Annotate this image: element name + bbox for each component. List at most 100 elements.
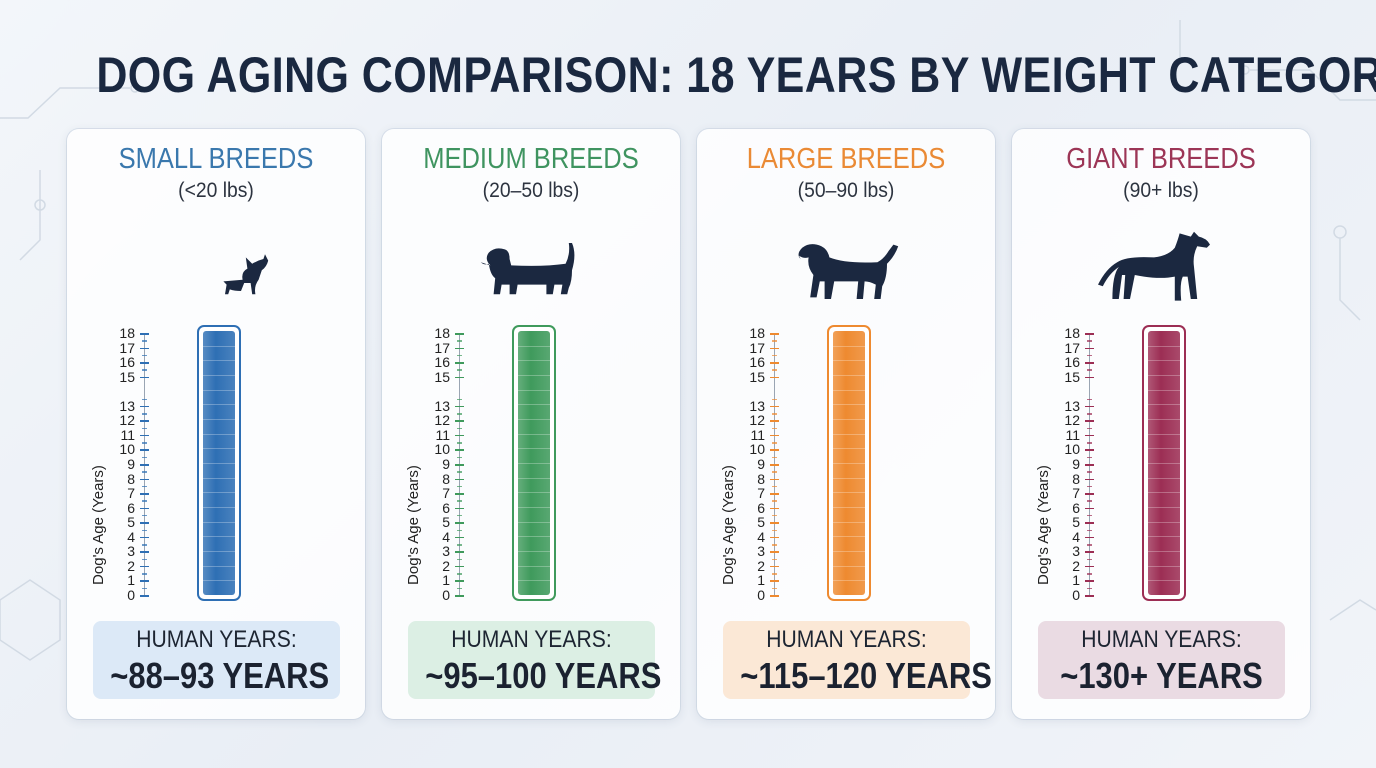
- y-minor-tick: [1087, 398, 1092, 400]
- bar-segment-line: [203, 448, 235, 450]
- bar-segment-line: [203, 477, 235, 479]
- bar-segment-line: [203, 521, 235, 523]
- bar-segment-line: [833, 345, 865, 347]
- y-tick-label: 1: [757, 572, 765, 589]
- y-tick-mark: [1085, 464, 1094, 466]
- age-bar: [203, 331, 235, 595]
- y-tick-label: 8: [757, 470, 765, 487]
- y-minor-tick: [457, 354, 462, 357]
- y-tick-mark: [770, 420, 779, 422]
- y-tick-label: 3: [127, 543, 135, 560]
- human-years-box: HUMAN YEARS: ~115–120 YEARS: [723, 621, 992, 699]
- y-minor-tick: [772, 573, 777, 575]
- y-tick-mark: [140, 449, 149, 451]
- y-tick-label: 9: [127, 456, 135, 472]
- beagle-icon: [480, 243, 575, 295]
- breed-card: LARGE BREEDS (50–90 lbs) Dog's Age (Years)…: [697, 129, 995, 719]
- breed-title: SMALL BREEDS: [118, 143, 314, 175]
- y-tick-label: 17: [434, 339, 450, 356]
- y-minor-tick: [772, 529, 777, 531]
- y-minor-tick: [772, 413, 777, 415]
- breed-title: MEDIUM BREEDS: [423, 143, 639, 175]
- y-tick-mark: [770, 551, 779, 553]
- y-tick-mark: [1085, 420, 1094, 422]
- y-minor-tick: [457, 456, 462, 459]
- bar-segment-line: [833, 477, 865, 479]
- y-tick-label: 15: [119, 368, 135, 385]
- bar-segment-line: [518, 360, 550, 362]
- bar-segment-line: [1148, 536, 1180, 538]
- y-tick-mark: [455, 449, 464, 451]
- bar-segment-line: [518, 463, 550, 464]
- y-minor-tick: [772, 558, 777, 561]
- breed-title: GIANT BREEDS: [1066, 143, 1256, 175]
- y-tick-label: 4: [757, 528, 765, 545]
- y-tick-mark: [770, 405, 779, 408]
- y-minor-tick: [772, 544, 777, 546]
- y-tick-label: 6: [442, 499, 450, 516]
- y-tick-mark: [1085, 493, 1094, 495]
- y-tick-label: 13: [1064, 397, 1080, 414]
- y-tick-mark: [455, 551, 464, 553]
- y-axis-label: Dog's Age (Years): [405, 465, 422, 585]
- great-dane-icon: [1098, 231, 1210, 301]
- y-minor-tick: [772, 354, 777, 357]
- bar-segment-line: [833, 433, 865, 435]
- y-tick-mark: [455, 362, 464, 364]
- bar-segment-line: [203, 551, 235, 552]
- y-tick-mark: [770, 449, 779, 451]
- y-tick-mark: [1085, 362, 1094, 364]
- y-minor-tick: [142, 442, 147, 444]
- age-bar-frame: [197, 325, 241, 601]
- bar-segment-line: [833, 536, 865, 538]
- bar-segment-line: [518, 419, 550, 420]
- y-minor-tick: [142, 587, 147, 590]
- y-minor-tick: [1087, 544, 1092, 546]
- y-minor-tick: [772, 340, 777, 342]
- bar-segment-line: [1148, 565, 1180, 567]
- y-tick-label: 10: [749, 441, 765, 458]
- y-tick-mark: [455, 536, 464, 539]
- y-tick-label: 2: [1072, 557, 1080, 574]
- bar-segment-line: [203, 565, 235, 567]
- y-tick-mark: [1085, 536, 1094, 539]
- bar-segment-line: [518, 389, 550, 391]
- y-tick-mark: [140, 434, 149, 437]
- y-tick-label: 15: [434, 368, 450, 385]
- y-tick-label: 5: [757, 514, 765, 531]
- y-tick-label: 1: [442, 572, 450, 589]
- y-minor-tick: [457, 514, 462, 517]
- y-minor-tick: [142, 413, 147, 415]
- human-years-value: ~115–120 YEARS: [740, 655, 992, 696]
- y-tick-mark: [455, 595, 464, 597]
- y-minor-tick: [1087, 587, 1092, 590]
- bar-segment-line: [518, 521, 550, 523]
- bar-segment-line: [203, 375, 235, 376]
- bar-segment-line: [1148, 507, 1180, 508]
- bar-segment-line: [518, 536, 550, 538]
- y-tick-label: 15: [749, 368, 765, 385]
- y-tick-mark: [455, 493, 464, 495]
- y-tick-mark: [140, 405, 149, 408]
- y-tick-mark: [1085, 347, 1094, 350]
- bar-segment-line: [203, 580, 235, 582]
- y-tick-label: 9: [757, 456, 765, 472]
- y-tick-label: 1: [1072, 572, 1080, 589]
- y-tick-label: 0: [1072, 587, 1080, 603]
- bar-segment-line: [833, 448, 865, 450]
- y-minor-tick: [457, 340, 462, 342]
- y-axis: 0 1 2 3 4 5 6 7 8 9 10 11 12 13 15 16 17 18: [1062, 326, 1102, 607]
- y-tick-label: 0: [757, 587, 765, 603]
- y-tick-label: 7: [442, 485, 450, 502]
- y-tick-label: 5: [1072, 514, 1080, 531]
- y-tick-mark: [1085, 405, 1094, 408]
- y-tick-mark: [140, 595, 149, 597]
- y-tick-mark: [455, 333, 464, 335]
- y-minor-tick: [1087, 558, 1092, 561]
- bar-segment-line: [518, 375, 550, 376]
- y-minor-tick: [772, 485, 777, 488]
- y-tick-label: 2: [127, 557, 135, 574]
- bar-segment-line: [203, 360, 235, 362]
- y-minor-tick: [457, 573, 462, 575]
